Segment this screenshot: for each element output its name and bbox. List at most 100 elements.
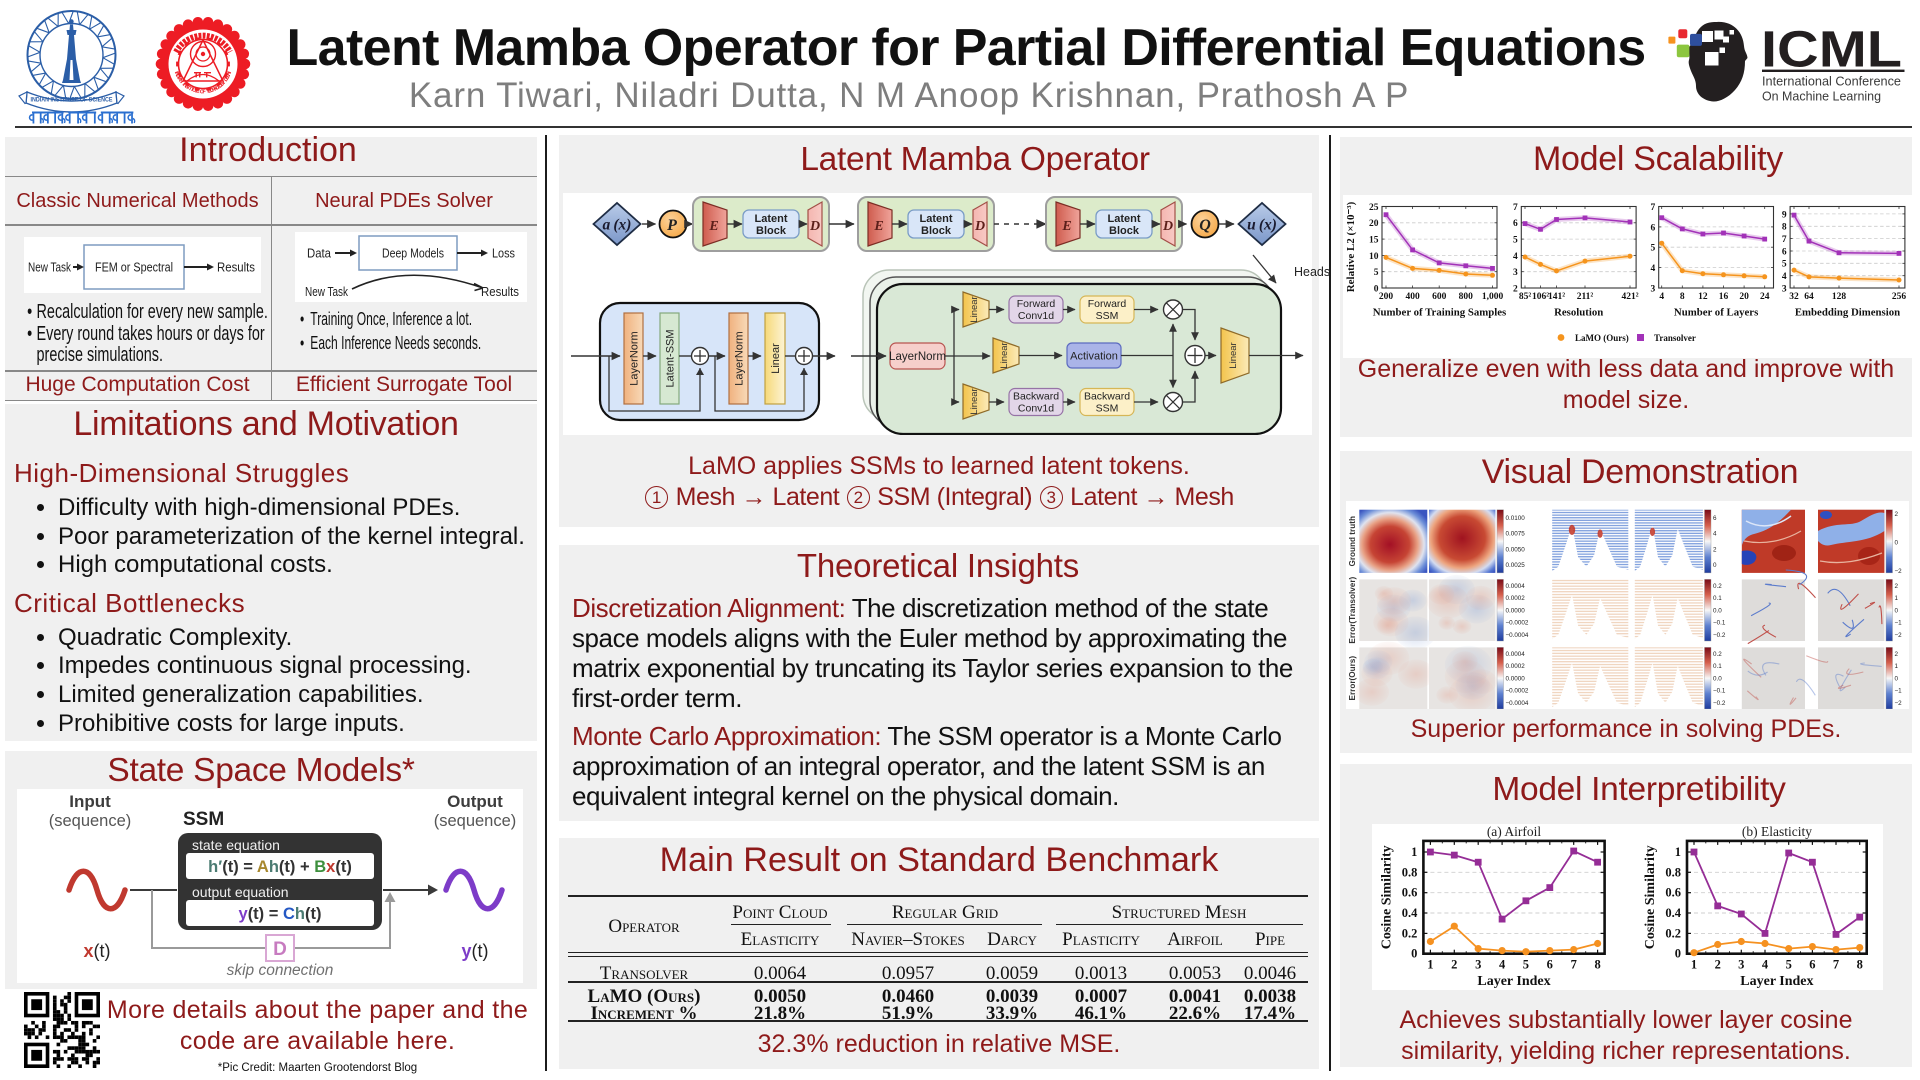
svg-text:H: H [211, 87, 217, 94]
svg-text:0.0: 0.0 [1713, 607, 1722, 614]
svg-text:800: 800 [1459, 292, 1474, 302]
svg-text:1: 1 [1895, 595, 1899, 602]
svg-text:Layer Index: Layer Index [1477, 974, 1550, 989]
svg-text:I: I [173, 71, 179, 75]
svg-text:L: L [216, 83, 223, 90]
svg-text:SSM: SSM [183, 809, 224, 830]
svg-text:10: 10 [1369, 252, 1379, 262]
svg-text:85²: 85² [1519, 292, 1532, 302]
svg-text:D: D [809, 219, 820, 234]
svg-text:5: 5 [1786, 958, 1792, 972]
svg-text:Latent: Latent [920, 213, 953, 225]
svg-text:−0.0002: −0.0002 [1506, 620, 1529, 627]
svg-text:4: 4 [1659, 292, 1664, 302]
svg-text:0.8: 0.8 [1402, 865, 1418, 879]
svg-text:1: 1 [1675, 845, 1681, 859]
svg-text:6: 6 [1782, 247, 1787, 257]
svg-text:E: E [224, 74, 231, 80]
svg-text:Linear: Linear [1228, 342, 1239, 368]
svg-text:0.4: 0.4 [1402, 906, 1418, 920]
svg-text:LayerNorm: LayerNorm [629, 331, 641, 385]
svg-text:(b) Elasticity: (b) Elasticity [1742, 824, 1812, 839]
svg-text:Q: Q [1199, 217, 1211, 234]
svg-text:New Task: New Task [28, 260, 71, 275]
svg-text:Forward: Forward [1017, 298, 1056, 310]
svg-text:O: O [214, 84, 221, 91]
svg-text:6: 6 [1513, 219, 1518, 229]
svg-text:N: N [182, 82, 189, 89]
svg-text:Linear: Linear [999, 342, 1010, 368]
svg-text:S: S [183, 84, 190, 91]
svg-text:3: 3 [1475, 958, 1481, 972]
svg-text:Conv1d: Conv1d [1018, 310, 1054, 322]
svg-text:D: D [273, 939, 287, 960]
svg-text:25: 25 [1369, 203, 1379, 213]
svg-text:7: 7 [1571, 958, 1577, 972]
svg-text:U: U [191, 87, 197, 94]
svg-text:I: I [227, 70, 233, 74]
svg-text:−2: −2 [1895, 632, 1903, 639]
svg-text:Cosine Similarity: Cosine Similarity [1643, 845, 1658, 949]
svg-text:Cosine Similarity: Cosine Similarity [1379, 845, 1394, 949]
svg-text:20: 20 [1739, 292, 1749, 302]
svg-text:1: 1 [1895, 663, 1899, 670]
svg-text:SSM: SSM [1096, 403, 1119, 415]
svg-text:E: E [708, 219, 718, 234]
svg-text:6: 6 [1650, 223, 1655, 233]
svg-text:Output: Output [447, 792, 503, 811]
svg-text:6: 6 [1547, 958, 1553, 972]
svg-text:−0.1: −0.1 [1713, 688, 1726, 695]
svg-text:Conv1d: Conv1d [1018, 403, 1054, 415]
svg-text:INDIAN INSTITUTE OF SCIENCE: INDIAN INSTITUTE OF SCIENCE [31, 97, 113, 104]
svg-text:N: N [213, 86, 219, 93]
svg-text:8: 8 [1680, 292, 1685, 302]
svg-text:Results: Results [481, 284, 519, 299]
svg-text:8: 8 [1594, 958, 1600, 972]
svg-text:SSM: SSM [1096, 310, 1119, 322]
svg-text:output equation: output equation [192, 884, 289, 900]
svg-text:5: 5 [1374, 268, 1379, 278]
svg-text:−1: −1 [1895, 620, 1903, 627]
svg-text:0.0000: 0.0000 [1506, 675, 1526, 682]
svg-text:Linear: Linear [969, 296, 980, 322]
svg-text:4: 4 [1762, 958, 1769, 972]
svg-text:ICML: ICML [1761, 20, 1902, 77]
svg-text:0: 0 [1675, 947, 1681, 961]
svg-text:Block: Block [1109, 225, 1140, 237]
svg-text:x(t): x(t) [83, 941, 110, 961]
svg-text:D: D [974, 219, 985, 234]
svg-text:Input: Input [69, 792, 111, 811]
svg-text:C: C [209, 87, 215, 94]
svg-text:T: T [185, 85, 192, 92]
svg-text:421²: 421² [1621, 292, 1638, 302]
svg-text:0: 0 [1895, 675, 1899, 682]
svg-text:O: O [200, 89, 204, 95]
svg-text:I: I [181, 82, 187, 88]
svg-text:Embedding Dimension: Embedding Dimension [1795, 307, 1900, 319]
svg-text:5: 5 [1513, 236, 1518, 246]
svg-text:2: 2 [1451, 958, 1457, 972]
svg-text:0: 0 [1895, 540, 1899, 547]
svg-text:2: 2 [1895, 583, 1899, 590]
svg-text:3: 3 [1650, 284, 1655, 294]
svg-text:0: 0 [1895, 607, 1899, 614]
svg-text:T: T [193, 88, 198, 95]
svg-text:3: 3 [1513, 268, 1518, 278]
svg-text:D: D [1162, 219, 1173, 234]
svg-text:D: D [223, 76, 230, 83]
svg-text:200: 200 [1379, 292, 1394, 302]
svg-text:Error(Transolver): Error(Transolver) [1348, 576, 1357, 643]
svg-text:Loss: Loss [492, 246, 515, 261]
svg-text:0.2: 0.2 [1402, 926, 1418, 940]
svg-text:N: N [177, 78, 184, 85]
svg-text:h′(t) = Ah(t) + Bx(t): h′(t) = Ah(t) + Bx(t) [208, 858, 352, 876]
svg-text:0.6: 0.6 [1665, 886, 1681, 900]
svg-text:Latent: Latent [755, 213, 788, 225]
svg-text:T: T [189, 87, 195, 94]
svg-text:0.0004: 0.0004 [1506, 583, 1526, 590]
svg-text:LayerNorm: LayerNorm [889, 351, 946, 363]
svg-text:0.2: 0.2 [1665, 926, 1681, 940]
svg-text:I: I [188, 86, 193, 92]
svg-text:2: 2 [1895, 651, 1899, 658]
svg-text:8: 8 [1782, 223, 1787, 233]
